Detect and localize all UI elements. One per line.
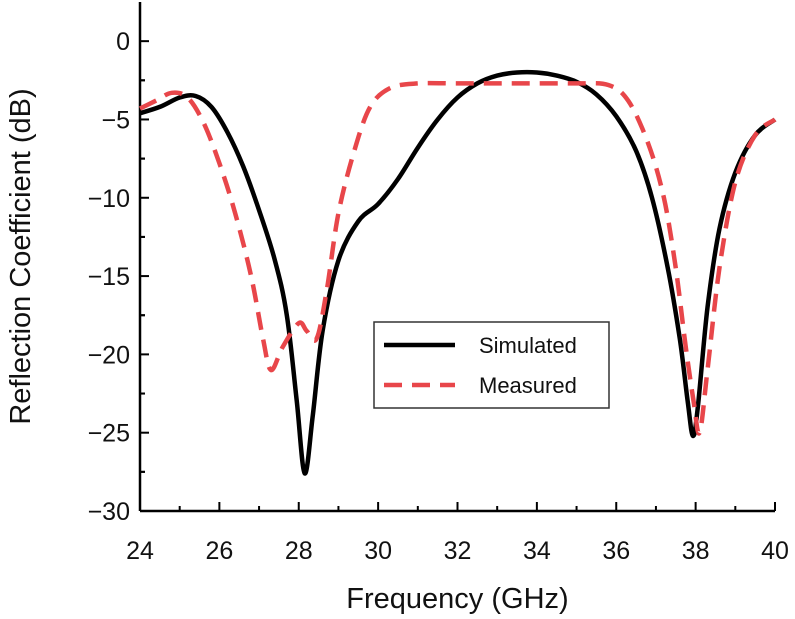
plot-frame xyxy=(138,2,775,513)
x-tick-label: 24 xyxy=(126,537,154,565)
legend-box xyxy=(373,321,610,409)
y-tick-label: −20 xyxy=(88,341,130,369)
series-line-measured xyxy=(138,80,777,436)
x-tick-label: 32 xyxy=(444,537,472,565)
y-tick-label: −30 xyxy=(88,498,130,526)
series-lines xyxy=(138,69,777,476)
x-axis-title: Frequency (GHz) xyxy=(346,583,568,615)
y-tick-label: −25 xyxy=(88,420,130,448)
y-tick-label: 0 xyxy=(116,28,130,56)
x-tick-label: 34 xyxy=(523,537,551,565)
y-tick-label: −5 xyxy=(101,106,130,134)
x-tick-label: 40 xyxy=(761,537,789,565)
series-line-simulated xyxy=(139,69,777,476)
legend-label-simulated: Simulated xyxy=(479,333,577,358)
x-tick-label: 28 xyxy=(285,537,313,565)
legend-label-measured: Measured xyxy=(479,373,577,398)
y-axis-title: Reflection Coefficient (dB) xyxy=(5,88,37,424)
y-tick-label: −15 xyxy=(88,263,130,291)
y-tick-label: −10 xyxy=(88,185,130,213)
legend: Simulated Measured xyxy=(373,321,610,409)
y-axis-ticks: 0 −5 −10 −15 −20 −25 −30 xyxy=(88,28,149,526)
x-tick-label: 30 xyxy=(364,537,392,565)
x-tick-label: 36 xyxy=(602,537,630,565)
x-tick-label: 38 xyxy=(682,537,710,565)
x-axis-ticks: 24 26 28 30 32 34 36 38 40 xyxy=(126,502,789,565)
x-tick-label: 26 xyxy=(205,537,233,565)
